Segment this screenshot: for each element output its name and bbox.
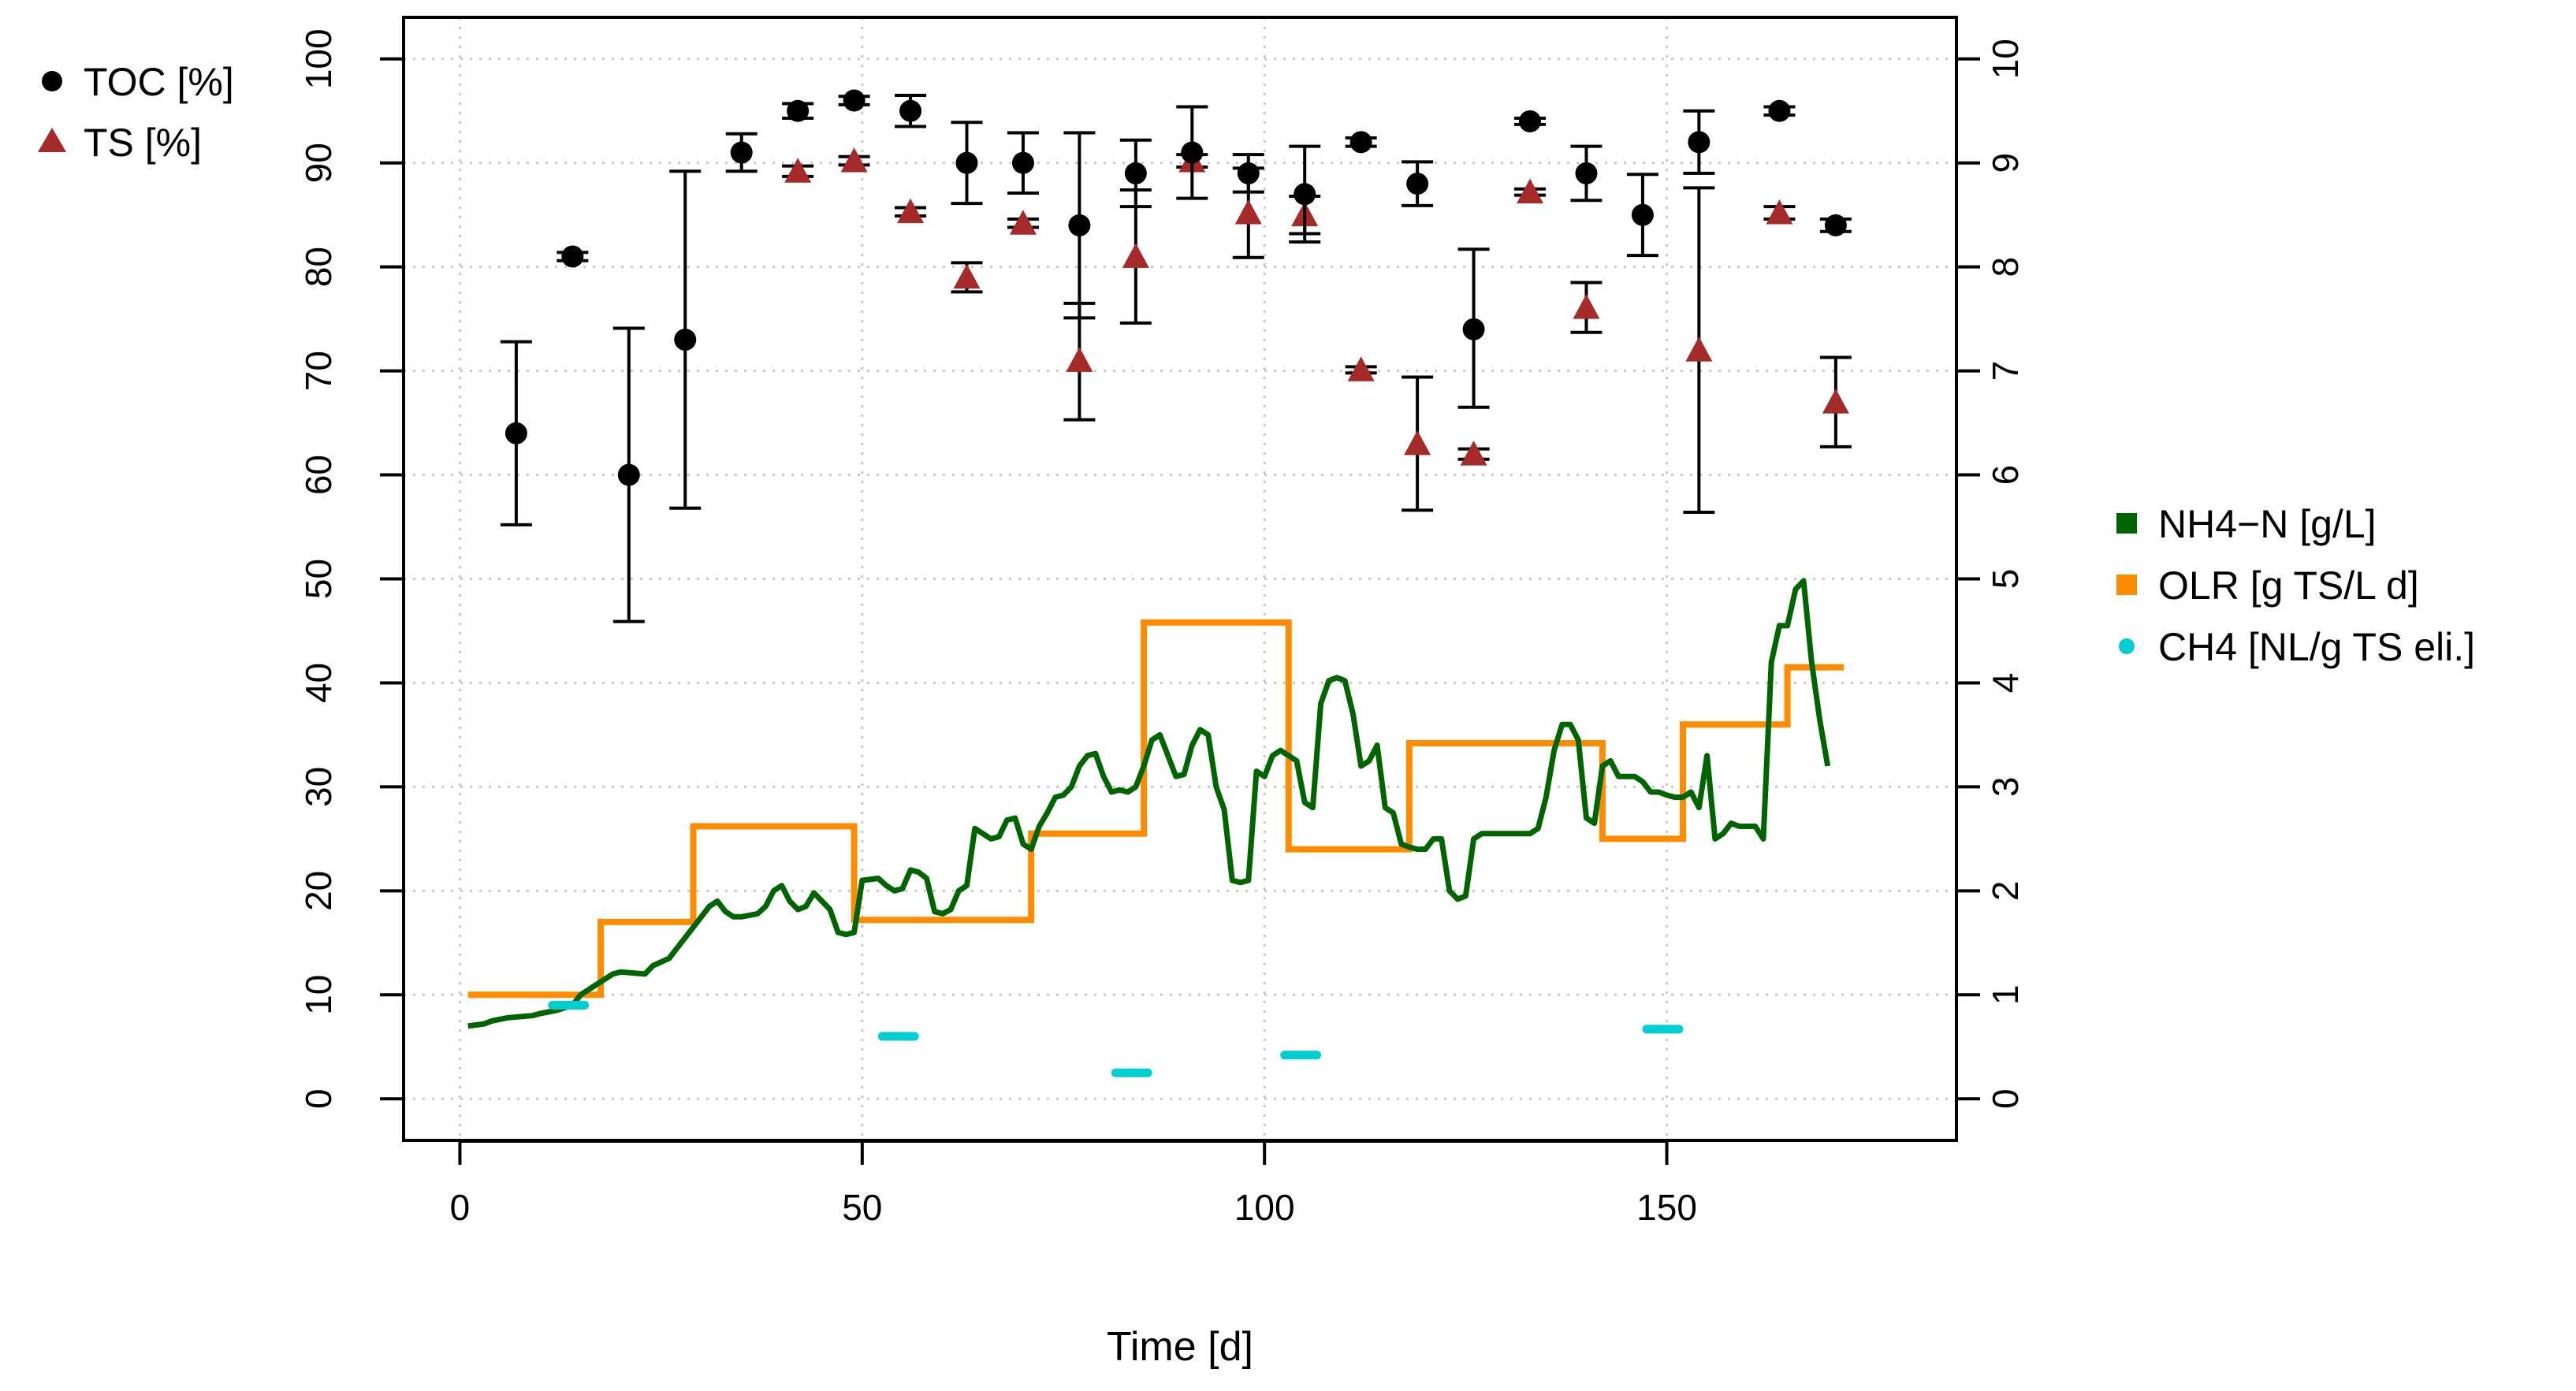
legend-toc-label: TOC [%] <box>84 60 234 104</box>
x-axis-title: Time [d] <box>1107 1324 1253 1370</box>
ts-point <box>1460 441 1487 466</box>
toc-point <box>1011 151 1034 174</box>
toc-point <box>1237 162 1260 184</box>
x-tick-label: 50 <box>842 1187 882 1228</box>
toc-point <box>1631 203 1654 226</box>
y-right-tick-label: 1 <box>1985 984 2026 1005</box>
toc-point <box>787 99 810 122</box>
toc-point <box>899 99 922 122</box>
ts-point <box>1122 243 1149 268</box>
x-tick-label: 100 <box>1234 1187 1295 1228</box>
legend-olr-label: OLR [g TS/L d] <box>2158 563 2419 608</box>
legend-toc-symbol <box>42 71 62 91</box>
y-left-tick-label: 90 <box>298 143 339 183</box>
toc-point <box>1824 214 1847 236</box>
legend-ch4-label: CH4 [NL/g TS eli.] <box>2158 625 2475 669</box>
toc-point <box>730 141 753 164</box>
ts-point <box>840 147 868 173</box>
toc-point <box>1294 183 1316 206</box>
ts-point <box>953 263 981 289</box>
nh4-line <box>467 578 1831 1029</box>
legend-nh4-label: NH4−N [g/L] <box>2158 502 2377 546</box>
ts-point <box>1404 430 1431 456</box>
toc-point <box>1349 131 1372 154</box>
toc-point <box>1519 110 1542 132</box>
toc-point <box>617 463 640 486</box>
y-left-tick-label: 0 <box>298 1088 339 1109</box>
ts-point <box>1822 389 1849 414</box>
ts-point <box>1685 337 1713 362</box>
toc-point <box>1688 131 1711 154</box>
y-right-tick-label: 7 <box>1985 361 2026 381</box>
toc-point <box>955 151 978 174</box>
toc-point <box>1068 214 1091 236</box>
y-left-tick-label: 80 <box>298 247 339 287</box>
y-right-tick-label: 10 <box>1985 39 2026 79</box>
toc-point <box>843 89 865 112</box>
ts-point <box>784 158 812 183</box>
legend-ts-symbol <box>38 128 66 152</box>
x-tick-label: 150 <box>1636 1187 1697 1228</box>
toc-point <box>1768 99 1791 122</box>
axes: 0 50 100 150 0 10 20 30 40 50 60 70 80 90 100 0 1 2 3 4 5 6 7 8… <box>298 28 2026 1228</box>
ts-point <box>1234 199 1262 225</box>
y-right-tick-label: 4 <box>1985 673 2026 694</box>
legend-toc-ts: TOC [%] TS [%] <box>38 60 234 165</box>
y-left-tick-label: 60 <box>298 455 339 495</box>
legend-ts-label: TS [%] <box>84 121 202 165</box>
toc-point <box>504 422 527 444</box>
toc-point <box>1181 141 1204 164</box>
legend-olr-symbol <box>2116 575 2137 595</box>
ts-point <box>1573 294 1600 319</box>
y-right-tick-label: 2 <box>1985 881 2026 902</box>
olr-line <box>467 619 1845 999</box>
toc-point <box>561 245 584 268</box>
y-right-tick-label: 0 <box>1985 1088 2026 1109</box>
legend-nh4-symbol <box>2116 513 2137 534</box>
toc-point <box>674 329 697 351</box>
y-right-tick-label: 3 <box>1985 777 2026 798</box>
data-series <box>467 89 1852 1077</box>
y-left-tick-label: 20 <box>298 871 339 911</box>
y-left-tick-label: 40 <box>298 663 339 703</box>
y-right-tick-label: 5 <box>1985 569 2026 590</box>
x-tick-label: 0 <box>450 1187 471 1228</box>
ts-point <box>1347 356 1375 381</box>
y-left-tick-label: 70 <box>298 351 339 391</box>
grid <box>404 17 1956 1140</box>
ts-point <box>1066 347 1093 372</box>
y-left-tick-label: 10 <box>298 975 339 1015</box>
toc-point <box>1124 162 1147 184</box>
y-right-tick-label: 9 <box>1985 153 2026 173</box>
ts-point <box>897 198 925 224</box>
y-left-tick-label: 100 <box>298 28 339 89</box>
ts-point <box>1009 210 1037 235</box>
ts-point <box>1766 199 1793 225</box>
toc-point <box>1462 318 1485 340</box>
toc-point <box>1406 173 1429 195</box>
toc-point <box>1575 162 1598 184</box>
legend-nh4-olr-ch4: NH4−N [g/L] OLR [g TS/L d] CH4 [NL/g TS … <box>2116 502 2475 669</box>
legend-ch4-symbol <box>2119 638 2135 654</box>
y-left-tick-label: 30 <box>298 767 339 807</box>
y-right-tick-label: 6 <box>1985 465 2026 485</box>
ts-point <box>1517 178 1544 204</box>
y-right-tick-label: 8 <box>1985 257 2026 277</box>
y-left-tick-label: 50 <box>298 559 339 599</box>
